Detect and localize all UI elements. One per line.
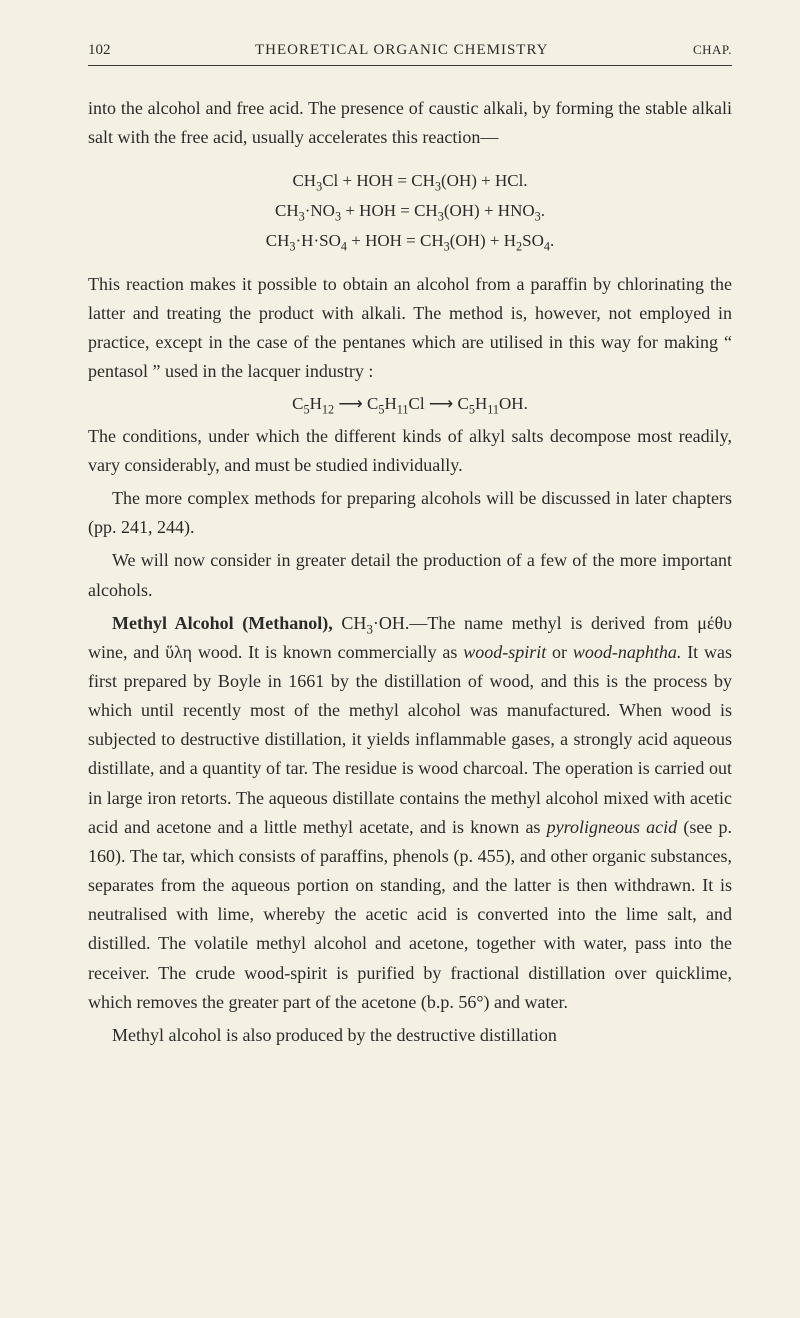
equation-inline: C5H12 ⟶ C5H11Cl ⟶ C5H11OH. <box>88 390 732 418</box>
equation-line: CH3·NO3 + HOH = CH3(OH) + HNO3. <box>88 196 732 226</box>
italic-term: pyroligneous acid <box>547 817 678 837</box>
equation-block-1: CH3Cl + HOH = CH3(OH) + HCl. CH3·NO3 + H… <box>88 166 732 255</box>
text-span: It was first prepared by Boyle in 1661 b… <box>88 642 732 837</box>
paragraph-7: Methyl alcohol is also produced by the d… <box>88 1021 732 1050</box>
formula-text: CH3·OH.— <box>333 613 428 633</box>
text-span: wood. It is known commercially as <box>192 642 463 662</box>
paragraph-6: Methyl Alcohol (Methanol), CH3·OH.—The n… <box>88 609 732 1017</box>
paragraph-5: We will now consider in greater detail t… <box>88 546 732 604</box>
text-span: or <box>546 642 573 662</box>
equation-line: CH3·H·SO4 + HOH = CH3(OH) + H2SO4. <box>88 226 732 256</box>
page-header: 102 THEORETICAL ORGANIC CHEMISTRY CHAP. <box>88 42 732 66</box>
body-content: into the alcohol and free acid. The pres… <box>88 94 732 1050</box>
paragraph-2: This reaction makes it possible to obtai… <box>88 270 732 387</box>
chapter-label: CHAP. <box>693 42 732 58</box>
methyl-alcohol-heading: Methyl Alcohol (Methanol), <box>112 613 333 633</box>
italic-term: wood-naphtha. <box>573 642 682 662</box>
page-number: 102 <box>88 42 111 59</box>
italic-term: wood-spirit <box>463 642 546 662</box>
paragraph-1: into the alcohol and free acid. The pres… <box>88 94 732 152</box>
paragraph-4: The more complex methods for preparing a… <box>88 484 732 542</box>
greek-word: μέθυ <box>697 613 732 633</box>
equation-line: CH3Cl + HOH = CH3(OH) + HCl. <box>88 166 732 196</box>
text-span: The name methyl is derived from <box>427 613 697 633</box>
header-title: THEORETICAL ORGANIC CHEMISTRY <box>255 42 548 59</box>
text-span: (see p. 160). The tar, which consists of… <box>88 817 732 1012</box>
text-span: wine, and <box>88 642 165 662</box>
paragraph-3: The conditions, under which the differen… <box>88 422 732 480</box>
greek-word: ὕλη <box>165 642 192 662</box>
